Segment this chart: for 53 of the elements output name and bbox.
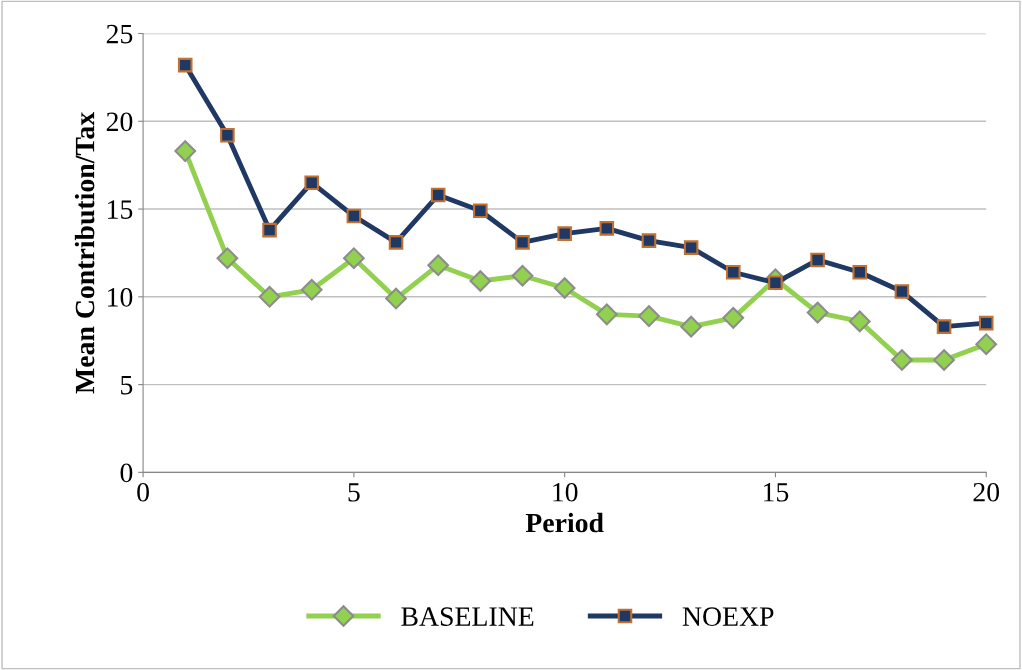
x-axis-title: Period — [525, 512, 604, 533]
point — [343, 247, 365, 270]
point — [262, 222, 277, 238]
point — [933, 349, 955, 371]
x-tick-label: 0 — [137, 482, 149, 502]
point — [891, 349, 913, 371]
point — [680, 315, 702, 338]
y-tick-label: 20 — [106, 112, 133, 132]
point — [346, 208, 362, 224]
point — [848, 310, 871, 333]
y-tick-label: 25 — [106, 24, 133, 44]
point — [553, 277, 576, 299]
point — [894, 284, 910, 299]
point — [595, 303, 618, 326]
point — [177, 57, 193, 73]
point — [722, 307, 745, 329]
point — [599, 221, 615, 236]
point — [220, 128, 235, 143]
point — [511, 264, 534, 287]
point — [216, 247, 239, 270]
point — [557, 226, 572, 241]
point — [936, 319, 952, 334]
x-tick-label: 5 — [348, 483, 360, 502]
y-tick-label: 15 — [108, 200, 133, 219]
y-axis-title: Mean Contribution/Tax — [74, 111, 95, 394]
point — [852, 264, 868, 280]
x-tick-label: 15 — [764, 483, 789, 502]
point — [430, 187, 446, 203]
point — [975, 333, 998, 356]
point — [385, 287, 407, 310]
point — [473, 203, 488, 219]
legend-label: NOEXP — [682, 607, 774, 626]
x-tick-label: 10 — [553, 482, 578, 502]
legend-label: BASELINE — [401, 607, 534, 626]
y-tick-label: 5 — [121, 376, 133, 395]
y-tick-label: 0 — [120, 463, 133, 483]
point — [641, 233, 657, 248]
point — [683, 240, 699, 255]
point — [638, 305, 660, 327]
point — [810, 252, 825, 268]
point — [258, 285, 281, 308]
point — [388, 235, 404, 250]
point — [725, 264, 741, 280]
point — [515, 235, 530, 250]
point — [300, 278, 323, 301]
point — [978, 315, 994, 331]
point — [469, 270, 492, 292]
point — [427, 254, 450, 277]
y-tick-label: 10 — [108, 287, 133, 307]
point — [806, 301, 829, 324]
point — [304, 175, 319, 190]
x-tick-label: 20 — [973, 482, 1000, 502]
point — [174, 140, 197, 162]
